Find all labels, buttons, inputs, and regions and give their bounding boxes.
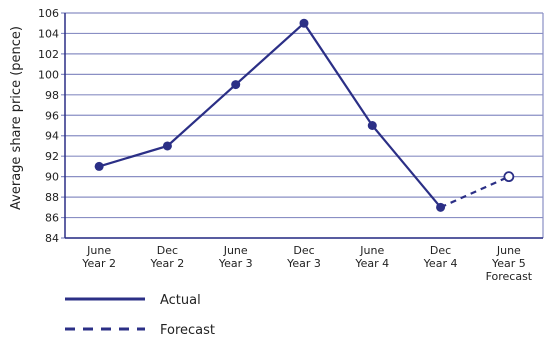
y-tick-label: 84	[45, 232, 59, 245]
y-tick-label: 100	[38, 68, 59, 81]
y-tick-label: 86	[45, 212, 59, 225]
actual-point	[436, 202, 446, 212]
x-tick-labels: June Year 2 Dec Year 2 June Year 3 Dec Year 3 Ju…	[81, 244, 533, 283]
actual-point	[94, 161, 104, 171]
legend-label-actual: Actual	[160, 293, 201, 308]
y-tick-label: 104	[38, 27, 59, 40]
y-tick-label: 90	[45, 171, 59, 184]
actual-point	[231, 80, 241, 90]
x-tick-label: Dec Year 2	[150, 244, 185, 270]
actual-point	[162, 141, 172, 151]
series-line-actual	[98, 21, 442, 209]
actual-point	[367, 121, 377, 130]
y-tick-label: 94	[45, 130, 59, 143]
y-tick-label: 88	[45, 191, 59, 204]
y-tick-labels: 84 86 88 90 92 94 96 98 100 102 104 106	[38, 7, 59, 245]
gridlines	[61, 12, 544, 239]
legend-label-forecast: Forecast	[160, 323, 215, 338]
y-tick-label: 96	[45, 109, 59, 122]
y-tick-label: 106	[38, 7, 59, 20]
y-tick-label: 98	[45, 89, 59, 102]
series-line-forecast	[440, 175, 510, 209]
y-tick-label: 92	[45, 150, 59, 163]
data-points	[94, 18, 515, 212]
x-tick-label: June Year 4	[354, 244, 389, 270]
series-lines	[98, 21, 510, 209]
y-tick-label: 102	[38, 48, 59, 61]
x-tick-label: June Year 2	[81, 244, 116, 270]
legend: Actual Forecast	[65, 293, 215, 338]
x-tick-label: Dec Year 4	[423, 244, 458, 270]
actual-point	[299, 18, 309, 28]
x-tick-label: Dec Year 3	[286, 244, 321, 270]
x-tick-label: June Year 5 Forecast	[486, 244, 533, 283]
y-axis-label: Average share price (pence)	[9, 26, 24, 210]
x-tick-label: June Year 3	[218, 244, 253, 270]
forecast-point	[503, 171, 515, 183]
